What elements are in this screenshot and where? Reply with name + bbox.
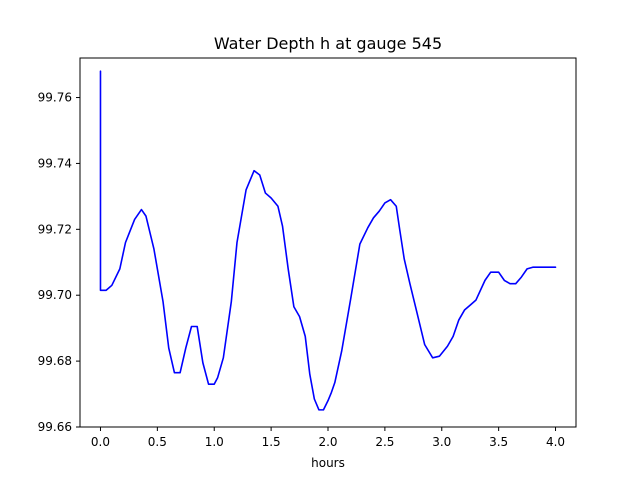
y-tick-label: 99.68 [38, 354, 72, 368]
x-tick-label: 0.5 [148, 435, 167, 449]
x-tick-label: 4.0 [546, 435, 565, 449]
y-tick-label: 99.72 [38, 222, 72, 236]
y-tick-label: 99.66 [38, 420, 72, 434]
y-tick-label: 99.70 [38, 288, 72, 302]
x-tick-label: 0.0 [91, 435, 110, 449]
x-tick-label: 1.0 [205, 435, 224, 449]
x-tick-label: 2.5 [375, 435, 394, 449]
y-tick-label: 99.74 [38, 156, 72, 170]
plot-area [99, 70, 557, 411]
y-axis: 99.66 99.68 99.70 99.72 99.74 99.76 [38, 91, 80, 434]
x-tick-label: 3.5 [489, 435, 508, 449]
chart-title: Water Depth h at gauge 545 [214, 34, 442, 53]
series-line [99, 70, 557, 411]
x-axis-label: hours [311, 456, 345, 470]
x-axis: 0.0 0.5 1.0 1.5 2.0 2.5 3.0 3.5 4.0 [91, 427, 565, 449]
axes-frame [79, 57, 577, 428]
x-tick-label: 1.5 [262, 435, 281, 449]
x-tick-label: 2.0 [318, 435, 337, 449]
y-tick-label: 99.76 [38, 91, 72, 105]
x-tick-label: 3.0 [432, 435, 451, 449]
